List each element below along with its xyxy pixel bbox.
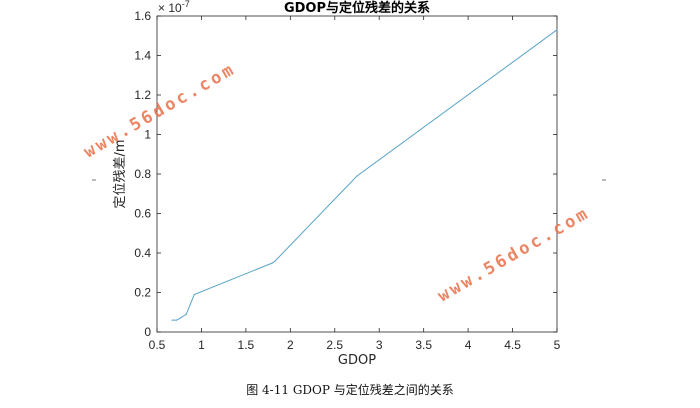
y-axis-title: 定位残差/m	[113, 139, 128, 208]
y-tick-label: 1.2	[134, 88, 151, 102]
y-tick-label: 0.8	[134, 167, 151, 181]
series-point	[193, 293, 195, 296]
x-tick-label: 4	[465, 338, 472, 352]
x-tick-label: 1.5	[238, 338, 255, 352]
y-exponent-power: -7	[182, 0, 190, 9]
series-point	[185, 313, 187, 315]
series-point	[271, 262, 274, 264]
x-tick-label: 0.5	[149, 338, 166, 352]
x-axis: 0.5 1 1.5 2 2.5 3 3.5 4 4.5 5	[149, 16, 561, 352]
watermark-lower: www.56doc.com	[435, 203, 594, 306]
y-tick-label: 0.4	[134, 246, 151, 260]
y-tick-label: 1	[144, 128, 151, 142]
plot-area	[156, 15, 558, 333]
series-point	[179, 317, 181, 319]
x-tick-label: 2.5	[326, 338, 343, 352]
series-point	[175, 319, 178, 321]
watermark-upper: www.56doc.com	[81, 59, 240, 162]
series-point	[556, 29, 558, 31]
x-tick-label: 5	[554, 338, 561, 352]
x-tick-label: 3.5	[415, 338, 432, 352]
y-tick-label: 0.2	[134, 286, 151, 300]
y-axis: 0 0.2 0.4 0.6 0.8 1 1.2 1.4 1.6	[134, 9, 557, 339]
x-tick-label: 3	[376, 338, 383, 352]
y-tick-label: 1.4	[134, 49, 151, 63]
x-tick-label: 4.5	[504, 338, 521, 352]
y-tick-label: 0	[144, 325, 151, 339]
x-tick-label: 1	[198, 338, 205, 352]
x-tick-label: 2	[287, 338, 294, 352]
y-exponent-base: × 10	[158, 1, 182, 15]
chart-title: GDOP与定位残差的关系	[284, 0, 430, 16]
series-point	[356, 175, 358, 177]
series-layer	[171, 29, 558, 321]
y-tick-label: 1.6	[134, 9, 151, 23]
series-point	[171, 319, 173, 321]
figure-caption: 图 4-11 GDOP 与定位残差之间的关系	[246, 383, 454, 397]
x-axis-title: GDOP	[338, 353, 376, 368]
y-exponent-label: × 10-7	[158, 0, 190, 15]
series-point	[274, 260, 276, 262]
y-tick-label: 0.6	[134, 207, 151, 221]
